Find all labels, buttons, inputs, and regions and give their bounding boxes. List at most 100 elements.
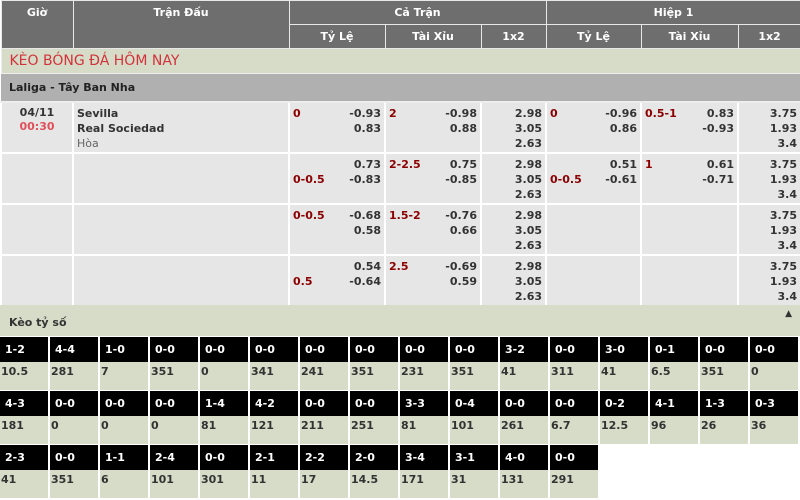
score-odds-cell[interactable]: 2-3 41: [0, 445, 50, 498]
odds-value[interactable]: 2.63: [514, 187, 543, 201]
odds-value[interactable]: 1.93: [769, 121, 798, 135]
odds-value[interactable]: 3.4: [777, 289, 798, 303]
ft-over-under-cell[interactable]: 2-2.5 0.75 -0.85: [384, 152, 482, 205]
score-odds-cell[interactable]: 0-0 231: [400, 337, 450, 390]
away-team[interactable]: Real Sociedad: [77, 121, 165, 135]
odds-value[interactable]: 2.98: [514, 259, 543, 273]
collapse-triangle-up-icon[interactable]: ▲: [785, 309, 792, 319]
score-odds-cell[interactable]: 3-0 41: [600, 337, 650, 390]
ft-over-under-cell[interactable]: 2 -0.98 0.88: [384, 101, 482, 154]
odds-value[interactable]: 3.75: [769, 157, 798, 171]
odds-value[interactable]: 3.05: [514, 121, 543, 135]
score-odds-cell[interactable]: 1-0 7: [100, 337, 150, 390]
odds-value[interactable]: 3.05: [514, 172, 543, 186]
odds-value[interactable]: -0.68: [349, 208, 381, 222]
score-odds-cell[interactable]: 3-3 81: [400, 391, 450, 444]
odds-value[interactable]: 0.75: [449, 157, 477, 171]
score-odds-cell[interactable]: 1-2 10.5: [0, 337, 50, 390]
ft-handicap-cell[interactable]: 0.73 0-0.5 -0.83: [288, 152, 386, 205]
score-odds-cell[interactable]: 0-0 351: [700, 337, 750, 390]
odds-value[interactable]: -0.69: [445, 259, 477, 273]
score-odds-cell[interactable]: 2-1 11: [250, 445, 300, 498]
h1-1x2-cell[interactable]: 3.75 1.93 3.4: [737, 152, 800, 205]
h1-1x2-cell[interactable]: 3.75 1.93 3.4: [737, 254, 800, 307]
score-odds-cell[interactable]: 0-0 291: [550, 445, 600, 498]
ft-handicap-cell[interactable]: 0.54 0.5 -0.64: [288, 254, 386, 307]
h1-handicap-cell[interactable]: [545, 254, 643, 307]
h1-handicap-cell[interactable]: [545, 203, 643, 256]
score-odds-cell[interactable]: 2-0 14.5: [350, 445, 400, 498]
odds-value[interactable]: -0.83: [349, 172, 381, 186]
odds-value[interactable]: 3.4: [777, 136, 798, 150]
ft-1x2-cell[interactable]: 2.98 3.05 2.63: [479, 254, 548, 307]
ft-over-under-cell[interactable]: 2.5 -0.69 0.59: [384, 254, 482, 307]
ft-handicap-cell[interactable]: 0 -0.93 0.83: [288, 101, 386, 154]
odds-value[interactable]: -0.71: [702, 172, 735, 186]
odds-value[interactable]: -0.93: [702, 121, 735, 135]
h1-over-under-cell[interactable]: [640, 254, 740, 307]
score-odds-cell[interactable]: 0-0 211: [300, 391, 350, 444]
odds-value[interactable]: 2.98: [514, 208, 543, 222]
score-odds-cell[interactable]: 0-0 0: [750, 337, 800, 390]
score-odds-cell[interactable]: 3-4 171: [400, 445, 450, 498]
score-odds-cell[interactable]: 0-0 261: [500, 391, 550, 444]
h1-handicap-cell[interactable]: 0.51 0-0.5 -0.61: [545, 152, 643, 205]
score-odds-cell[interactable]: 2-4 101: [150, 445, 200, 498]
h1-over-under-cell[interactable]: [640, 203, 740, 256]
odds-value[interactable]: 0.83: [353, 121, 381, 135]
odds-value[interactable]: 2.63: [514, 289, 543, 303]
score-odds-cell[interactable]: 4-3 181: [0, 391, 50, 444]
ft-1x2-cell[interactable]: 2.98 3.05 2.63: [479, 203, 548, 256]
score-odds-cell[interactable]: 4-1 96: [650, 391, 700, 444]
league-name[interactable]: Laliga - Tây Ban Nha: [1, 73, 800, 103]
odds-value[interactable]: -0.85: [445, 172, 477, 186]
score-odds-cell[interactable]: 0-0 341: [250, 337, 300, 390]
odds-value[interactable]: 3.4: [777, 187, 798, 201]
odds-value[interactable]: 0.51: [609, 157, 638, 171]
score-odds-cell[interactable]: 4-2 121: [250, 391, 300, 444]
odds-value[interactable]: -0.93: [349, 106, 381, 120]
score-odds-cell[interactable]: 0-3 36: [750, 391, 800, 444]
score-odds-cell[interactable]: 0-0 311: [550, 337, 600, 390]
score-odds-cell[interactable]: 4-4 281: [50, 337, 100, 390]
score-odds-cell[interactable]: 0-0 241: [300, 337, 350, 390]
h1-1x2-cell[interactable]: 3.75 1.93 3.4: [737, 203, 800, 256]
odds-value[interactable]: 0.66: [449, 223, 477, 237]
odds-value[interactable]: 3.75: [769, 208, 798, 222]
odds-value[interactable]: -0.61: [605, 172, 638, 186]
odds-value[interactable]: 2.98: [514, 157, 543, 171]
score-odds-cell[interactable]: 0-0 6.7: [550, 391, 600, 444]
odds-value[interactable]: 3.75: [769, 259, 798, 273]
score-odds-cell[interactable]: 0-0 0: [200, 337, 250, 390]
score-odds-cell[interactable]: 0-1 6.5: [650, 337, 700, 390]
score-odds-cell[interactable]: 0-0 0: [150, 391, 200, 444]
odds-value[interactable]: 0.83: [706, 106, 735, 120]
odds-value[interactable]: 2.63: [514, 136, 543, 150]
ft-handicap-cell[interactable]: 0-0.5 -0.68 0.58: [288, 203, 386, 256]
score-odds-cell[interactable]: 2-2 17: [300, 445, 350, 498]
score-odds-cell[interactable]: 0-2 12.5: [600, 391, 650, 444]
odds-value[interactable]: 1.93: [769, 172, 798, 186]
score-odds-cell[interactable]: 0-0 351: [150, 337, 200, 390]
odds-value[interactable]: 3.75: [769, 106, 798, 120]
odds-value[interactable]: -0.98: [445, 106, 477, 120]
odds-value[interactable]: -0.96: [605, 106, 638, 120]
ft-1x2-cell[interactable]: 2.98 3.05 2.63: [479, 152, 548, 205]
odds-value[interactable]: 2.98: [514, 106, 543, 120]
score-odds-cell[interactable]: 0-0 351: [450, 337, 500, 390]
odds-value[interactable]: 3.05: [514, 223, 543, 237]
odds-value[interactable]: 0.54: [353, 259, 381, 273]
h1-1x2-cell[interactable]: 3.75 1.93 3.4: [737, 101, 800, 154]
h1-handicap-cell[interactable]: 0 -0.96 0.86: [545, 101, 643, 154]
score-odds-cell[interactable]: 1-3 26: [700, 391, 750, 444]
score-odds-cell[interactable]: 1-4 81: [200, 391, 250, 444]
odds-value[interactable]: 0.61: [706, 157, 735, 171]
score-odds-cell[interactable]: 1-1 6: [100, 445, 150, 498]
odds-value[interactable]: -0.76: [445, 208, 477, 222]
score-odds-cell[interactable]: 4-0 131: [500, 445, 550, 498]
odds-value[interactable]: 0.73: [353, 157, 381, 171]
score-odds-cell[interactable]: 3-1 31: [450, 445, 500, 498]
ft-over-under-cell[interactable]: 1.5-2 -0.76 0.66: [384, 203, 482, 256]
home-team[interactable]: Sevilla: [77, 106, 119, 120]
score-odds-cell[interactable]: 0-0 351: [50, 445, 100, 498]
